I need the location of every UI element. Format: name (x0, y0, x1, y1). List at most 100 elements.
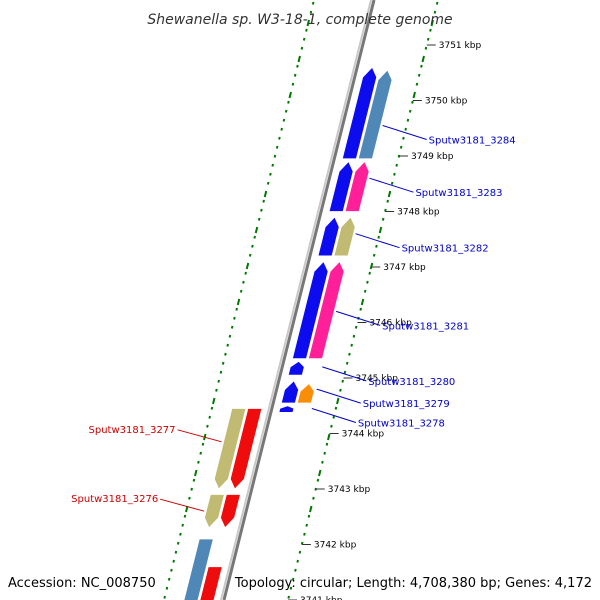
gene-label-track: Sputw3181_3284 Sputw3181_3283 Sputw3181_32… (71, 124, 516, 512)
gc-skew-dot (426, 37, 430, 41)
cds-arrow-f14 (213, 408, 247, 490)
gc-skew-dot (291, 82, 295, 86)
gc-skew-dot (399, 145, 403, 149)
gc-skew-dot (415, 82, 419, 86)
gc-skew-dot (341, 379, 344, 383)
gc-skew-dot (393, 172, 396, 176)
gc-skew-dot (386, 199, 389, 203)
gc-skew-dot (188, 496, 191, 500)
cds-arrow-f9 (287, 360, 305, 376)
gc-skew-dot (266, 181, 270, 185)
gc-skew-dot (253, 235, 256, 239)
gc-skew-dot (412, 91, 416, 99)
cds-arrow-f1 (341, 66, 378, 160)
gene-label: Sputw3181_3276 (71, 494, 158, 505)
gc-skew-dot (305, 523, 308, 527)
gc-skew-dot (350, 343, 353, 347)
gc-skew-dot (411, 100, 414, 104)
label-leader (355, 233, 400, 249)
cds-arrow-f17 (220, 494, 241, 529)
gc-skew-dot (275, 145, 279, 149)
gc-skew-dot (289, 586, 293, 590)
gc-skew-dot (429, 28, 432, 32)
gc-skew-dot (297, 55, 301, 63)
gc-skew-dot (309, 10, 313, 14)
gc-skew-dot (236, 298, 241, 306)
cds-arrow-f4 (344, 160, 370, 212)
gc-skew-dot (430, 19, 434, 27)
cds-arrow-f15 (229, 408, 263, 490)
gc-skew-dot (336, 397, 340, 405)
gc-skew-dot (363, 289, 367, 293)
gc-skew-dot (287, 595, 290, 599)
gc-skew-dot (291, 577, 295, 581)
cds-arrow-f16 (204, 494, 225, 529)
gc-skew-dot (210, 406, 214, 410)
cds-arrow-f2 (357, 69, 393, 160)
gc-skew-dot (217, 379, 220, 383)
gene-label: Sputw3181_3281 (382, 321, 469, 332)
gc-skew-dot (378, 226, 383, 234)
gc-skew-dot (343, 370, 347, 374)
gc-skew-dot (190, 487, 193, 491)
gc-skew-dot (316, 478, 320, 482)
tick-label: 3743 kbp (328, 485, 371, 495)
topology-text: Topology: circular; Length: 4,708,380 bp… (234, 576, 592, 591)
gc-skew-dot (420, 64, 423, 68)
gc-skew-dot (321, 460, 324, 464)
cds-arrow-f5 (317, 216, 340, 257)
tick-label: 3746 kbp (369, 319, 412, 329)
cds-arrow-f19 (199, 566, 223, 600)
gc-skew-dot (199, 451, 202, 455)
gc-skew-dot (248, 253, 252, 257)
gc-skew-dot (219, 370, 223, 374)
cds-arrow-f3 (328, 160, 354, 212)
gc-skew-dot (288, 91, 292, 99)
gc-skew-dot (368, 271, 371, 275)
gc-skew-dot (314, 487, 317, 491)
gc-skew-dot (167, 577, 171, 581)
label-leader (177, 429, 222, 443)
gc-skew-dot (377, 235, 380, 239)
backbone-shadow (220, 0, 372, 600)
gc-skew-dot (406, 118, 410, 122)
tick-label: 3742 kbp (314, 541, 357, 551)
cds-arrow-f8 (307, 260, 345, 360)
gc-skew-dot (226, 343, 229, 347)
cds-arrow-f18 (183, 538, 214, 600)
gc-skew-dot (194, 469, 198, 477)
gc-skew-dot (294, 568, 297, 572)
gc-skew-dot (424, 46, 428, 50)
gc-skew-dot (352, 334, 356, 338)
gc-skew-dot (176, 541, 180, 545)
cds-arrow-f7 (291, 260, 329, 360)
gc-skew-dot (269, 172, 272, 176)
gc-skew-dot (224, 352, 227, 356)
gene-label: Sputw3181_3280 (368, 377, 455, 388)
gc-skew-dot (245, 262, 250, 270)
gc-skew-dot (271, 163, 274, 167)
gc-skew-dot (303, 532, 306, 536)
gc-skew-dot (263, 190, 268, 198)
gc-skew-dot (244, 271, 247, 275)
gc-skew-dot (181, 523, 184, 527)
gc-skew-dot (233, 316, 236, 320)
gc-skew-dot (339, 388, 342, 392)
gc-skew-dot (251, 244, 254, 248)
map-title: Shewanella sp. W3-18-1, complete genome (147, 12, 452, 28)
gc-skew-dot (302, 37, 306, 41)
gc-skew-dot (334, 406, 338, 410)
gc-skew-dot (280, 127, 283, 131)
gc-skew-dot (179, 532, 182, 536)
gc-skew-dot (278, 136, 281, 140)
gc-skew-dot (228, 334, 232, 338)
gene-label: Sputw3181_3282 (402, 244, 489, 255)
gc-skew-dot (183, 514, 187, 518)
label-leader (316, 388, 361, 404)
gc-skew-track (163, 1, 439, 599)
cds-arrow-f13 (278, 405, 295, 413)
label-leader (382, 124, 427, 140)
backbone-line (222, 0, 376, 600)
gc-skew-dot (387, 190, 392, 198)
accession-text: Accession: NC_008750 (8, 576, 156, 591)
